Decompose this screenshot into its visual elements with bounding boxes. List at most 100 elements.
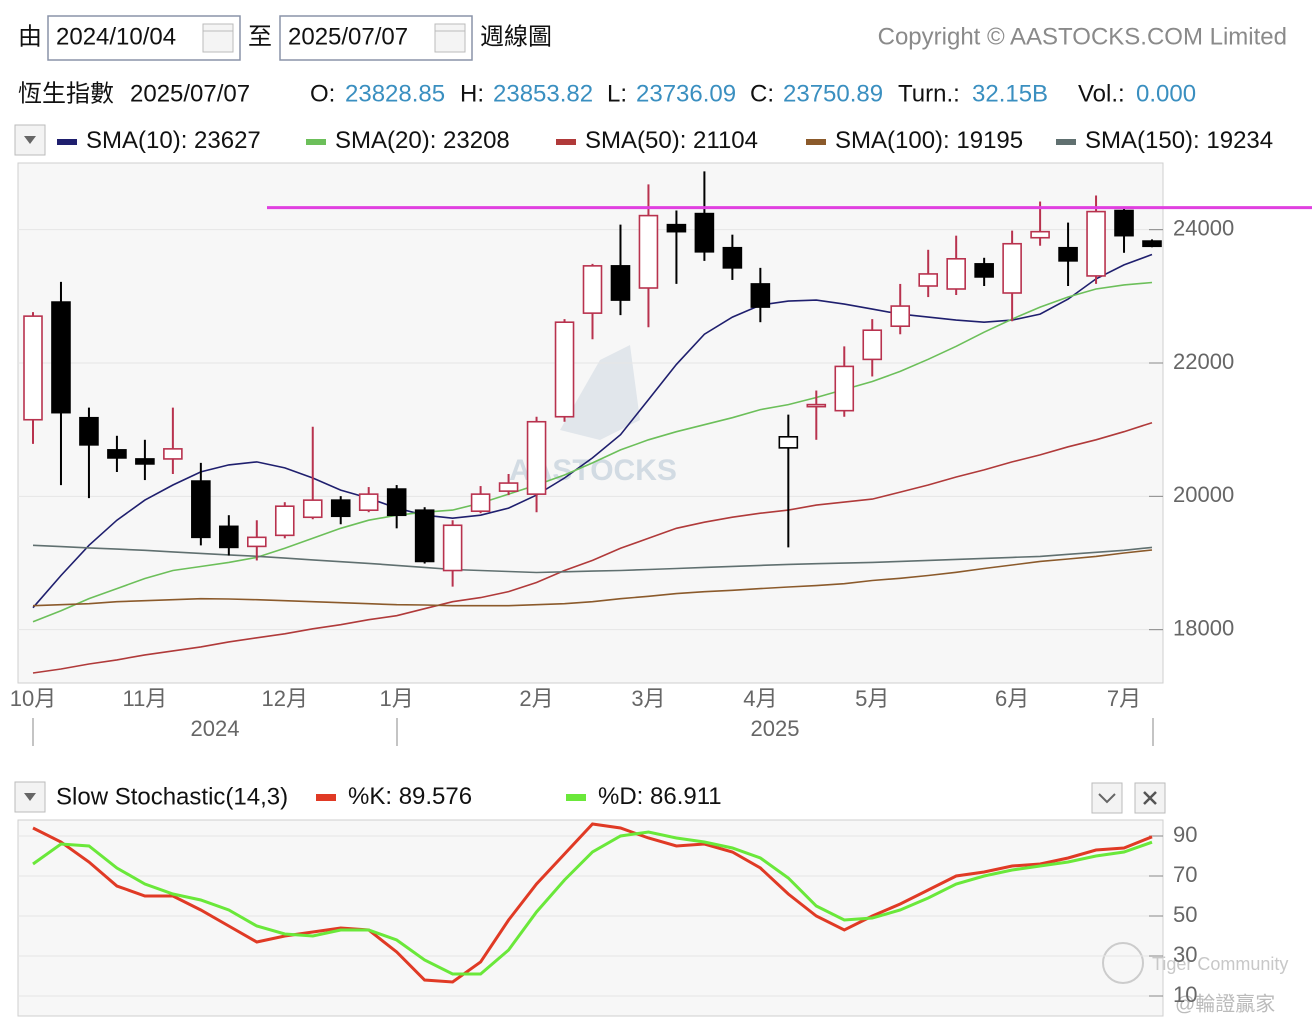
quote-label: C: [750, 80, 774, 107]
sma-line [32, 544, 1153, 574]
legend-name: SMA(50): [585, 127, 686, 154]
stochastic-line [32, 830, 1153, 976]
calendar-icon[interactable] [434, 23, 466, 53]
candle-body [1002, 242, 1022, 294]
legend-label: SMA(50): 21104 [585, 127, 758, 154]
legend-swatch [316, 794, 336, 801]
sma-line [32, 421, 1153, 674]
x-tick-label: 4月 [743, 686, 777, 711]
legend-swatch [806, 139, 826, 145]
y-tick-label: 22000 [1173, 349, 1234, 374]
legend-value: 19234 [1206, 127, 1273, 154]
quote-label: H: [460, 80, 484, 107]
quote-value: 0.000 [1136, 80, 1196, 107]
quote-value: 23750.89 [783, 80, 883, 107]
x-tick-label: 5月 [855, 686, 889, 711]
candle-body [1086, 210, 1106, 277]
candle-body [1058, 246, 1078, 262]
legend-name: SMA(10): [86, 127, 187, 154]
legend-label: SMA(150): 19234 [1085, 127, 1273, 154]
candle-body [834, 365, 855, 412]
dropdown-button[interactable] [14, 781, 46, 813]
calendar-icon[interactable] [202, 23, 234, 53]
candle-body [638, 214, 659, 289]
year-label: 2025 [751, 716, 800, 741]
legend-label: %K: 89.576 [348, 783, 472, 810]
candle-body [862, 329, 883, 361]
quote-label: L: [607, 80, 627, 107]
candle-body [219, 525, 239, 549]
candle-body [946, 257, 966, 290]
y-tick-label: 70 [1173, 862, 1197, 887]
x-tick-label: 3月 [631, 686, 665, 711]
collapse-button[interactable] [1091, 782, 1123, 814]
legend-label: SMA(10): 23627 [86, 127, 261, 154]
index-name: 恆生指數 [18, 80, 114, 107]
quote-label: Turn.: [898, 80, 960, 107]
x-tick-label: 6月 [995, 686, 1029, 711]
dropdown-button[interactable] [14, 124, 46, 156]
y-tick-label: 20000 [1173, 482, 1234, 507]
watermark-logo [1102, 942, 1144, 984]
x-tick-label: 11月 [122, 686, 167, 711]
candle-body [778, 435, 799, 449]
y-tick-label: 50 [1173, 902, 1197, 927]
legend-value: 23627 [194, 127, 261, 154]
candle-body [330, 499, 351, 518]
candle-body [51, 301, 71, 414]
sma-line [32, 253, 1153, 609]
period: 週線圖 [480, 23, 552, 50]
sma-line [32, 281, 1153, 623]
legend-swatch [57, 139, 77, 145]
candle-body [722, 246, 743, 269]
candle-body [135, 458, 155, 465]
sma-line [32, 549, 1153, 607]
candle-body [414, 509, 435, 563]
legend-label: %D: 86.911 [598, 783, 722, 810]
legend-value: 21104 [693, 127, 758, 154]
watermark: @輪證贏家 [1175, 992, 1275, 1015]
legend-name: SMA(150): [1085, 127, 1200, 154]
candle-body [1142, 240, 1162, 248]
candle-body [694, 212, 715, 253]
candle-body [191, 480, 211, 539]
candle-body [386, 488, 407, 517]
candle-body [610, 265, 631, 301]
main-plot-area [17, 162, 1164, 684]
stochastic-line [32, 822, 1153, 984]
candle-body [247, 536, 267, 548]
candle-body [79, 416, 99, 446]
quote-date: 2025/07/07 [130, 80, 250, 107]
y-tick-label: 18000 [1173, 615, 1234, 640]
to-label: 至 [248, 23, 272, 50]
y-tick-label: 24000 [1173, 215, 1234, 240]
legend-value: 19195 [956, 127, 1023, 154]
x-tick-label: 10月 [10, 686, 56, 711]
candle-body [470, 493, 491, 512]
legend-name: %D: [598, 783, 643, 810]
candle-body [23, 315, 43, 421]
candle-body [890, 305, 911, 328]
legend-name: SMA(100): [835, 127, 950, 154]
quote-value: 23736.09 [636, 80, 736, 107]
close-button[interactable] [1134, 782, 1166, 814]
quote-value: 23853.82 [493, 80, 593, 107]
legend-swatch [306, 139, 326, 145]
legend-swatch [556, 139, 576, 145]
quote-value: 23828.85 [345, 80, 445, 107]
candle-body [750, 283, 771, 308]
y-tick-label: 90 [1173, 822, 1197, 847]
candle-body [582, 265, 603, 314]
legend-swatch [1056, 139, 1076, 145]
candle-body [666, 223, 687, 233]
candle-body [107, 449, 127, 459]
legend-swatch [566, 794, 586, 801]
candle-body [554, 321, 575, 418]
legend-label: SMA(100): 19195 [835, 127, 1023, 154]
candle-body [498, 482, 519, 492]
x-tick-label: 1月 [380, 686, 414, 711]
candle-body [163, 448, 183, 460]
watermark-logo [560, 345, 640, 440]
candle-body [806, 403, 827, 408]
